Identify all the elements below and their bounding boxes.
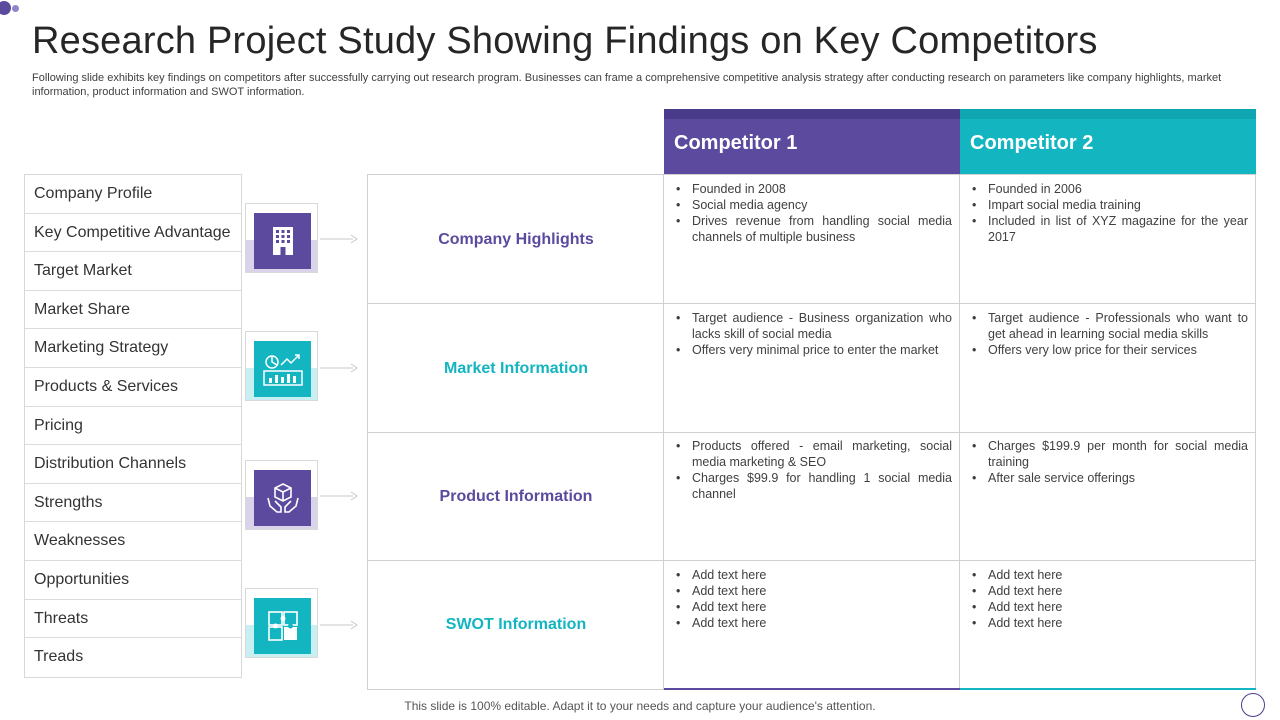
bullet-item: Target audience - Professionals who want… xyxy=(970,310,1248,342)
bullet-item: Add text here xyxy=(674,615,952,631)
list-item: Distribution Channels xyxy=(25,445,241,484)
competitor-1-label: Competitor 1 xyxy=(674,132,798,154)
bullet-item: Target audience - Business organization … xyxy=(674,310,952,342)
competitor-1-header: Competitor 1 xyxy=(664,109,960,175)
product-hands-icon xyxy=(254,470,311,526)
bullet-item: Founded in 2008 xyxy=(674,181,952,197)
cell-c1-swot-information: Add text here Add text here Add text her… xyxy=(664,562,960,690)
decor-dot-small xyxy=(12,5,19,12)
bullet-item: Social media agency xyxy=(674,197,952,213)
bullet-item: Charges $99.9 for handling 1 social medi… xyxy=(674,470,952,502)
list-item: Target Market xyxy=(25,252,241,291)
arrow-icon xyxy=(320,491,358,501)
list-item: Company Profile xyxy=(25,175,241,214)
table-bottom-accent xyxy=(664,688,960,690)
header-accent-bar xyxy=(960,109,1256,119)
icon-card-company xyxy=(245,203,318,273)
table-divider xyxy=(367,303,1256,304)
decor-dot-large xyxy=(0,1,11,15)
list-item: Pricing xyxy=(25,407,241,446)
competitor-2-header: Competitor 2 xyxy=(960,109,1256,175)
building-icon xyxy=(254,213,311,269)
list-item: Weaknesses xyxy=(25,522,241,561)
bullet-item: Founded in 2006 xyxy=(970,181,1248,197)
bullet-item: Add text here xyxy=(970,599,1248,615)
competitor-2-label: Competitor 2 xyxy=(970,132,1094,154)
list-item: Marketing Strategy xyxy=(25,329,241,368)
row-label-swot-information: SWOT Information xyxy=(445,616,587,633)
cell-c1-market-information: Target audience - Business organization … xyxy=(664,305,960,433)
bullet-item: Add text here xyxy=(674,567,952,583)
table-divider xyxy=(367,560,1256,561)
arrow-icon xyxy=(320,620,358,630)
cell-c2-company-highlights: Founded in 2006 Impart social media trai… xyxy=(960,176,1256,304)
row-label-market-information: Market Information xyxy=(443,360,588,377)
page-title: Research Project Study Showing Findings … xyxy=(32,20,1098,62)
decor-circle-icon xyxy=(1241,693,1265,717)
arrow-icon xyxy=(320,363,358,373)
row-label-company-highlights: Company Highlights xyxy=(438,231,594,248)
bullet-item: Add text here xyxy=(970,583,1248,599)
bullet-item: Included in list of XYZ magazine for the… xyxy=(970,213,1248,245)
puzzle-icon xyxy=(254,598,311,654)
list-item: Key Competitive Advantage xyxy=(25,214,241,253)
footer-note: This slide is 100% editable. Adapt it to… xyxy=(404,699,876,713)
bullet-item: Impart social media training xyxy=(970,197,1248,213)
cell-c1-company-highlights: Founded in 2008 Social media agency Driv… xyxy=(664,176,960,304)
cell-c2-swot-information: Add text here Add text here Add text her… xyxy=(960,562,1256,690)
list-item: Strengths xyxy=(25,484,241,523)
parameter-list: Company Profile Key Competitive Advantag… xyxy=(24,174,242,678)
icon-card-swot xyxy=(245,588,318,658)
decor-dots xyxy=(0,0,24,20)
bullet-item: Add text here xyxy=(674,599,952,615)
list-item: Threats xyxy=(25,600,241,639)
list-item: Treads xyxy=(34,648,84,666)
header-accent-bar xyxy=(664,109,960,119)
list-item: Opportunities xyxy=(25,561,241,600)
table-bottom-accent xyxy=(960,688,1256,690)
bullet-item: Products offered - email marketing, soci… xyxy=(674,438,952,470)
bullet-item: Add text here xyxy=(674,583,952,599)
bullet-item: Add text here xyxy=(970,567,1248,583)
bullet-item: Charges $199.9 per month for social medi… xyxy=(970,438,1248,470)
list-item: Products & Services xyxy=(25,368,241,407)
cell-c2-product-information: Charges $199.9 per month for social medi… xyxy=(960,433,1256,561)
icon-card-product xyxy=(245,460,318,530)
bullet-item: After sale service offerings xyxy=(970,470,1248,486)
bullet-item: Add text here xyxy=(970,615,1248,631)
arrow-icon xyxy=(320,234,358,244)
icon-card-market xyxy=(245,331,318,401)
page-subtitle: Following slide exhibits key findings on… xyxy=(32,72,1222,98)
cell-c1-product-information: Products offered - email marketing, soci… xyxy=(664,433,960,561)
list-item: Market Share xyxy=(25,291,241,330)
bullet-item: Offers very minimal price to enter the m… xyxy=(674,342,952,358)
row-label-product-information: Product Information xyxy=(439,488,593,505)
bullet-item: Offers very low price for their services xyxy=(970,342,1248,358)
analytics-icon xyxy=(254,341,311,397)
table-divider xyxy=(367,432,1256,433)
bullet-item: Drives revenue from handling social medi… xyxy=(674,213,952,245)
cell-c2-market-information: Target audience - Professionals who want… xyxy=(960,305,1256,433)
